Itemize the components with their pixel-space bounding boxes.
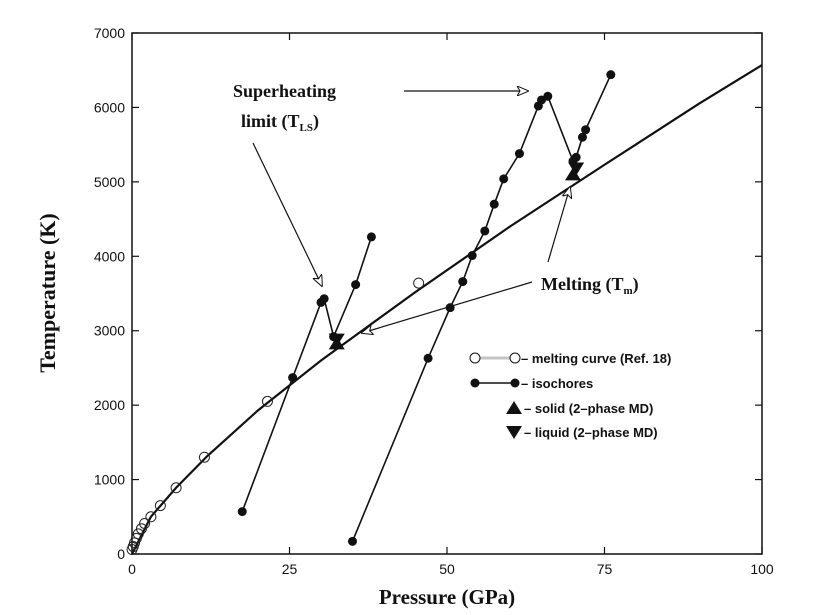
melting-fit-line <box>131 64 763 555</box>
superheating-label-line2: limit (TLS) <box>241 111 319 134</box>
legend-text-isochores: – isochores <box>521 376 593 391</box>
legend-item-melting-curve: – melting curve (Ref. 18) <box>469 351 671 366</box>
legend-text-liquid: – liquid (2–phase MD) <box>524 425 658 440</box>
y-tick-label: 4000 <box>94 248 125 264</box>
melting-curve-point <box>170 482 182 494</box>
melting-arrow-left <box>362 281 533 333</box>
x-tick-label: 100 <box>750 561 774 577</box>
y-tick-label: 2000 <box>94 397 125 413</box>
melting-annotation: Melting (Tm) <box>362 187 639 333</box>
x-tick-label: 0 <box>128 561 136 577</box>
x-tick-label: 50 <box>439 561 455 577</box>
superheating-label-line1: Superheating <box>233 81 336 101</box>
melting-curve-point <box>198 451 210 463</box>
isochore-point <box>489 199 499 209</box>
isochore-point <box>351 280 361 290</box>
melting-curve-point <box>132 528 144 540</box>
superheating-label-close: ) <box>313 111 319 132</box>
isochore-point <box>606 70 616 80</box>
melting-label-text: Melting (T <box>541 274 624 295</box>
isochore-point <box>577 132 587 142</box>
isochore-point <box>467 251 477 261</box>
isochore-point <box>514 149 524 159</box>
legend-filled-circle-icon <box>470 378 480 388</box>
x-axis-ticks: 0 25 50 75 100 <box>128 33 774 577</box>
plot-area <box>126 64 763 556</box>
melting-curve-point <box>261 395 273 407</box>
y-tick-label: 0 <box>117 546 125 562</box>
legend: – melting curve (Ref. 18) – isochores – … <box>469 351 671 440</box>
superheating-label-subscript: LS <box>300 122 313 134</box>
y-axis-ticks: 0 1000 2000 3000 4000 5000 6000 7000 <box>94 25 762 562</box>
liquid-triangle-point <box>568 162 585 176</box>
legend-item-solid: – solid (2–phase MD) <box>506 401 653 416</box>
melting-arrow-up <box>547 187 570 263</box>
melting-curve-point <box>145 511 157 523</box>
legend-open-circle-icon <box>469 352 481 364</box>
isochore-point <box>237 507 247 517</box>
x-tick-label: 75 <box>597 561 613 577</box>
isochore-point <box>319 294 329 304</box>
melting-curve-point <box>413 277 425 289</box>
legend-filled-circle-icon <box>510 378 520 388</box>
plot-frame <box>131 32 763 555</box>
melting-curve-point <box>139 517 151 529</box>
isochore-point <box>543 91 553 101</box>
melting-label: Melting (Tm) <box>541 274 639 297</box>
isochore-point <box>423 353 433 363</box>
liquid-triangle-point <box>328 333 345 347</box>
isochore-point <box>480 226 490 236</box>
isochore-point <box>581 125 591 135</box>
y-tick-label: 3000 <box>94 323 125 339</box>
isochore-line <box>241 236 373 512</box>
y-tick-label: 1000 <box>94 472 125 488</box>
y-tick-label: 5000 <box>94 174 125 190</box>
legend-open-circle-icon <box>509 352 521 364</box>
solid-triangle-point <box>565 167 581 181</box>
x-tick-label: 25 <box>282 561 298 577</box>
isochore-point <box>458 277 468 287</box>
isochore-point <box>571 152 581 162</box>
isochore-point <box>288 373 298 383</box>
x-axis-label: Pressure (GPa) <box>379 585 515 609</box>
y-tick-label: 7000 <box>94 25 125 41</box>
legend-triangle-down-icon <box>506 426 522 439</box>
legend-text-melting-curve: – melting curve (Ref. 18) <box>521 351 671 366</box>
melting-label-subscript: m <box>624 285 633 297</box>
legend-triangle-up-icon <box>506 401 522 414</box>
isochore-point <box>348 536 357 546</box>
legend-text-solid: – solid (2–phase MD) <box>524 401 653 416</box>
melting-curve-point <box>135 523 147 535</box>
melting-curve-point <box>154 500 166 512</box>
superheating-label-text: limit (T <box>241 111 300 132</box>
superheating-annotation: Superheating limit (TLS) <box>233 81 528 286</box>
isochore-point <box>366 232 376 242</box>
isochore-line <box>351 74 612 542</box>
melting-label-close: ) <box>633 274 639 295</box>
isochore-point <box>499 174 509 184</box>
y-tick-label: 6000 <box>94 99 125 115</box>
superheating-arrow-left <box>252 142 322 286</box>
legend-item-isochores: – isochores <box>470 376 593 391</box>
legend-item-liquid: – liquid (2–phase MD) <box>506 425 658 440</box>
y-axis-label: Temperature (K) <box>35 213 60 372</box>
